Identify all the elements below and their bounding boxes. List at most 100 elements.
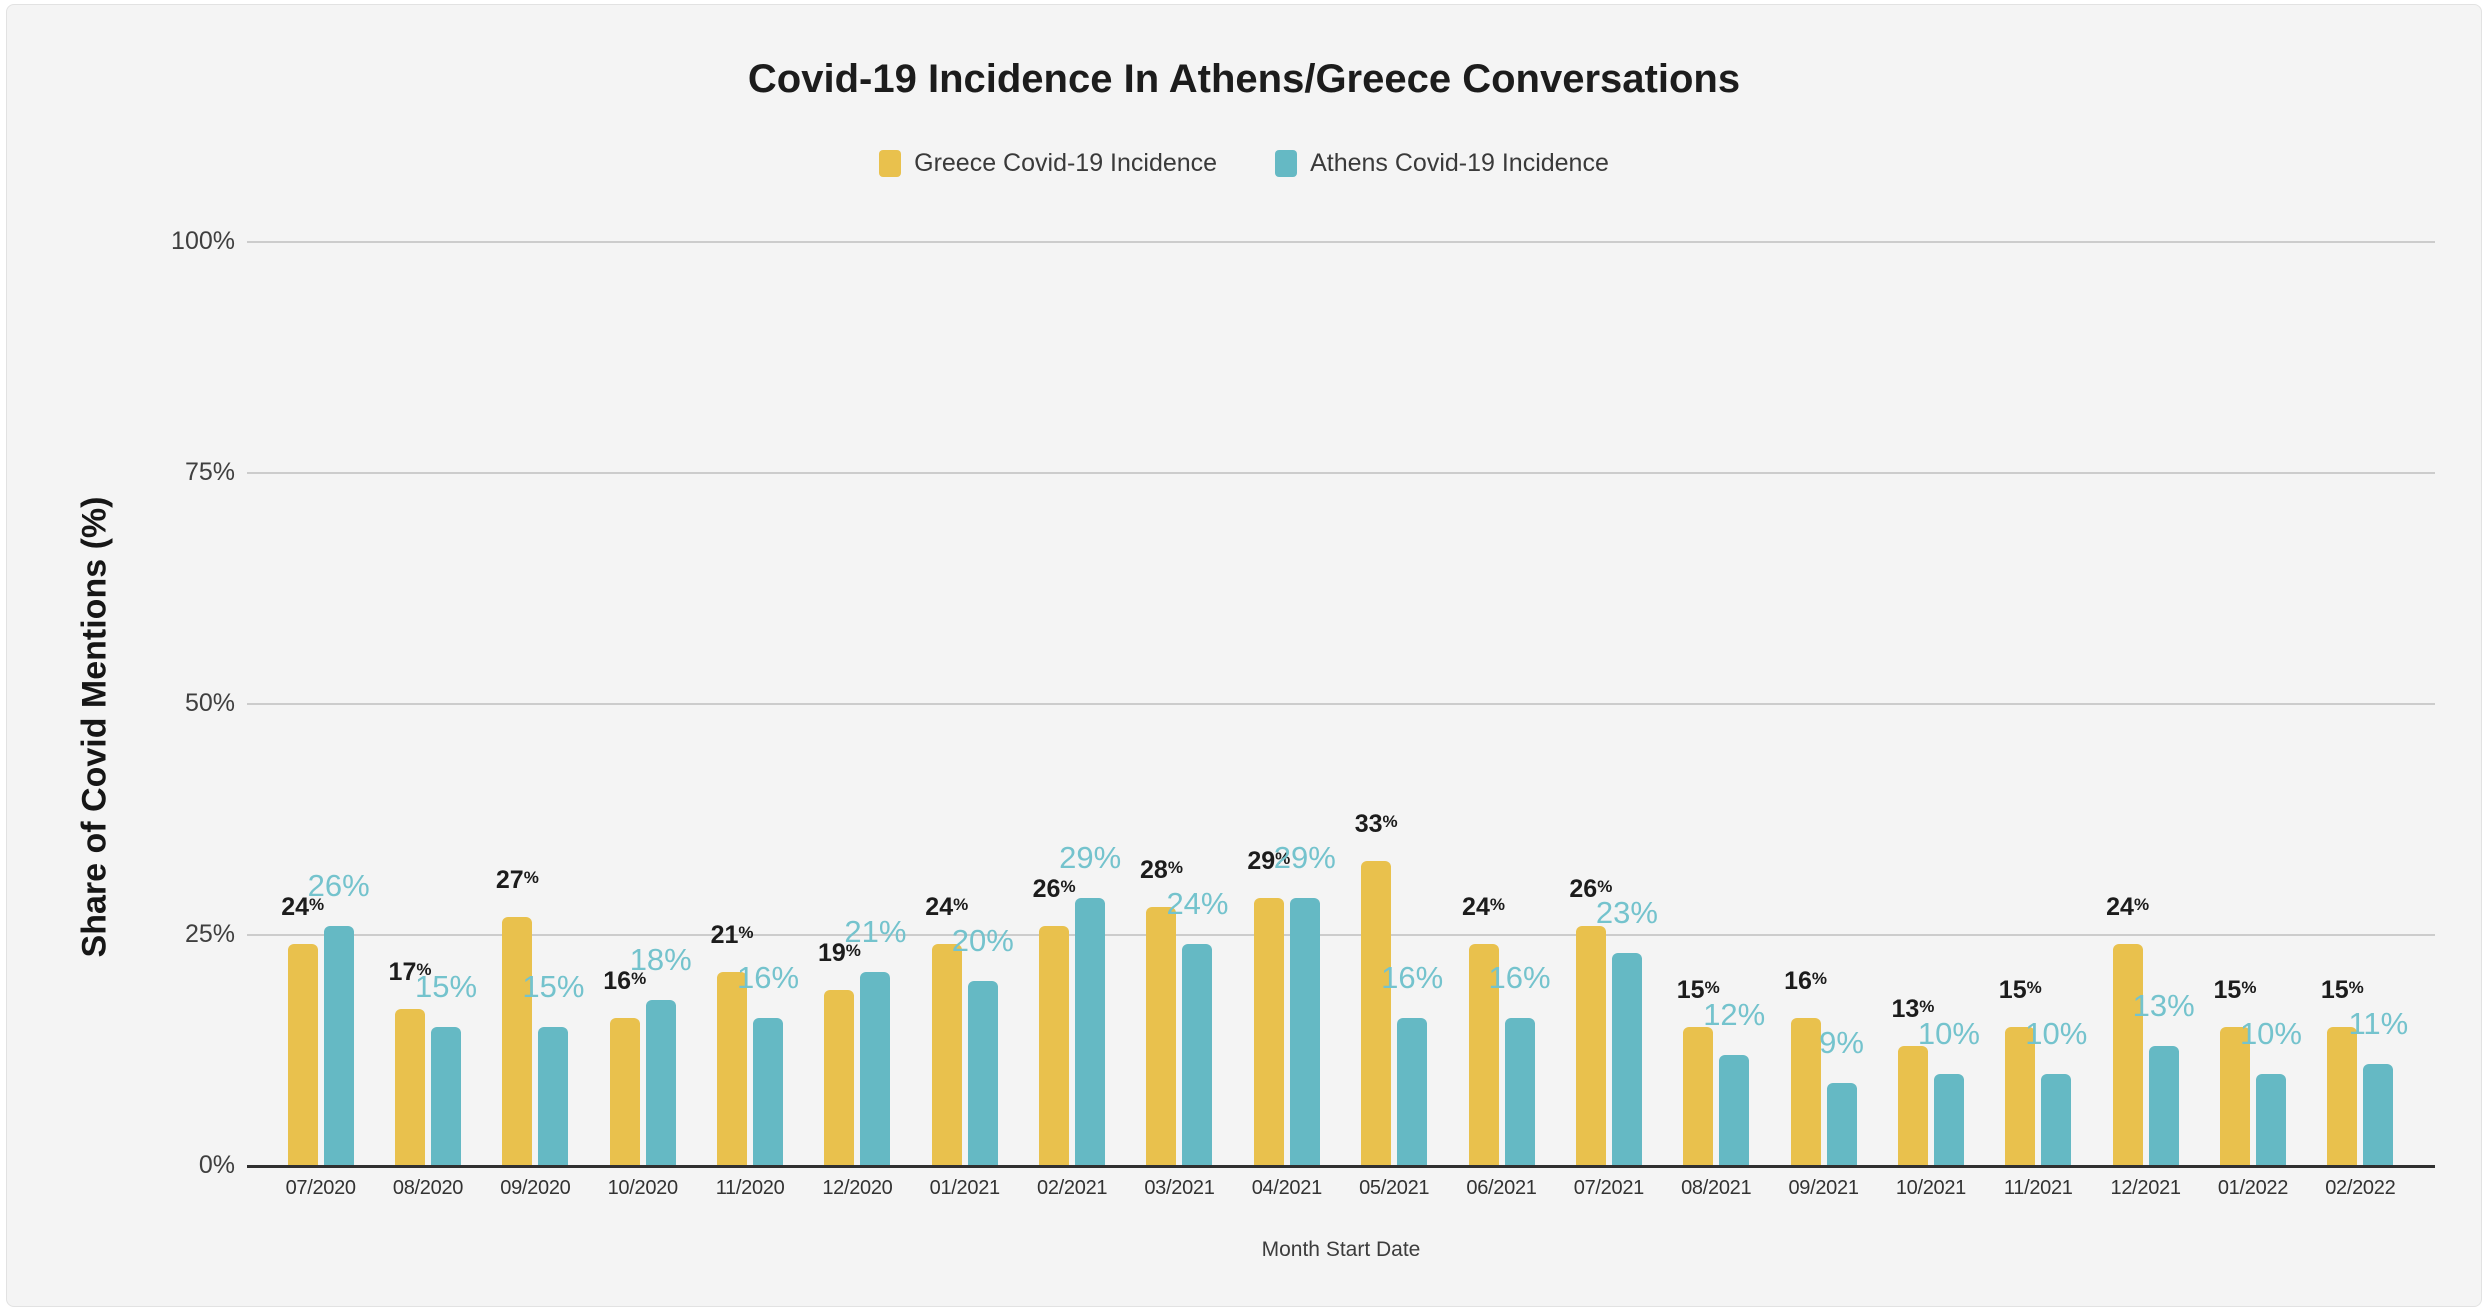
athens-bar[interactable] [1826, 1082, 1857, 1166]
greece-bar[interactable] [1361, 861, 1392, 1166]
athens-bar[interactable] [860, 971, 891, 1166]
athens-bar[interactable] [1182, 944, 1213, 1166]
athens-bar[interactable] [1719, 1055, 1750, 1166]
athens-bar-value-label: 15% [522, 969, 585, 1005]
athens-bar-value-label: 9% [1819, 1024, 1864, 1060]
greece-bar-value-label: 19% [817, 939, 861, 968]
x-axis-tick-label: 02/2022 [2325, 1177, 2396, 1199]
greece-bar[interactable] [609, 1018, 640, 1166]
y-axis-tick-label: 0% [198, 1151, 235, 1179]
athens-bar-value-label: 13% [2132, 987, 2195, 1023]
greece-bar[interactable] [502, 916, 533, 1166]
x-axis-tick-label: 05/2021 [1359, 1177, 1430, 1199]
greece-bar-value-label: 28% [1140, 856, 1183, 885]
greece-bar-value-label: 15% [2320, 976, 2364, 1005]
athens-bar[interactable] [1289, 898, 1320, 1166]
greece-bar-value-label: 24% [925, 892, 969, 921]
greece-bar-value-label: 15% [1998, 976, 2042, 1005]
greece-bar[interactable] [1253, 898, 1284, 1166]
greece-bar-value-label: 24% [2106, 892, 2150, 921]
athens-bar-value-label: 26% [307, 867, 370, 903]
athens-bar-value-label: 12% [1703, 997, 1766, 1033]
legend-swatch-icon [1275, 150, 1298, 177]
greece-bar[interactable] [717, 971, 748, 1166]
gridline-75 [247, 472, 2435, 474]
athens-bar-value-label: 10% [2239, 1015, 2302, 1051]
athens-bar[interactable] [2255, 1073, 2286, 1166]
greece-bar[interactable] [1683, 1027, 1714, 1166]
x-axis-tick-label: 11/2020 [715, 1177, 785, 1199]
athens-bar[interactable] [1397, 1018, 1428, 1166]
athens-bar[interactable] [967, 981, 998, 1166]
athens-bar-value-label: 16% [737, 960, 800, 996]
athens-bar[interactable] [2041, 1073, 2072, 1166]
greece-bar-value-label: 33% [1354, 809, 1398, 838]
athens-bar[interactable] [645, 999, 676, 1166]
athens-bar[interactable] [323, 925, 354, 1166]
greece-bar[interactable] [287, 944, 318, 1166]
legend-item-label: Greece Covid-19 Incidence [914, 149, 1218, 177]
athens-bar[interactable] [2363, 1064, 2394, 1166]
greece-bar-value-label: 15% [1676, 976, 1720, 1005]
greece-bar-value-label: 29% [1247, 846, 1291, 875]
greece-bar[interactable] [2005, 1027, 2036, 1166]
legend-item-athens[interactable]: Athens Covid-19 Incidence [1275, 149, 1609, 178]
athens-bar-value-label: 10% [1917, 1015, 1980, 1051]
athens-bar[interactable] [753, 1018, 784, 1166]
greece-bar[interactable] [1575, 925, 1606, 1166]
athens-bar[interactable] [1075, 898, 1106, 1166]
greece-bar[interactable] [395, 1008, 426, 1166]
x-axis-tick-label: 08/2021 [1681, 1177, 1752, 1199]
greece-bar-value-label: 24% [281, 892, 325, 921]
greece-bar[interactable] [824, 990, 855, 1166]
athens-bar[interactable] [1504, 1018, 1535, 1166]
athens-bar[interactable] [1933, 1073, 1964, 1166]
athens-bar[interactable] [538, 1027, 569, 1166]
greece-bar[interactable] [2219, 1027, 2250, 1166]
greece-bar-value-label: 17% [388, 957, 432, 986]
x-axis-tick-label: 10/2020 [607, 1177, 679, 1199]
athens-bar[interactable] [431, 1027, 462, 1166]
greece-bar[interactable] [1468, 944, 1499, 1166]
y-axis-tick-label: 50% [184, 689, 235, 717]
legend-item-label: Athens Covid-19 Incidence [1310, 149, 1609, 177]
x-axis-tick-label: 03/2021 [1144, 1177, 1215, 1199]
athens-bar-value-label: 20% [951, 923, 1014, 959]
athens-bar-value-label: 24% [1166, 886, 1229, 922]
x-axis-tick-label: 10/2021 [1895, 1177, 1967, 1199]
greece-bar-value-label: 13% [1891, 994, 1935, 1023]
greece-bar[interactable] [1790, 1018, 1821, 1166]
greece-bar-value-label: 21% [710, 920, 754, 949]
y-axis-tick-label: 25% [184, 920, 235, 948]
athens-bar[interactable] [2148, 1045, 2179, 1166]
athens-bar-value-label: 21% [844, 913, 907, 949]
greece-bar-value-label: 27% [495, 865, 539, 894]
gridline-100 [247, 241, 2435, 243]
greece-bar[interactable] [931, 944, 962, 1166]
greece-bar[interactable] [2112, 944, 2143, 1166]
greece-bar[interactable] [1897, 1045, 1928, 1166]
x-axis-tick-label: 06/2021 [1466, 1177, 1537, 1199]
athens-bar-value-label: 10% [2025, 1015, 2088, 1051]
greece-bar[interactable] [1146, 907, 1177, 1166]
greece-bar[interactable] [2327, 1027, 2358, 1166]
legend-item-greece[interactable]: Greece Covid-19 Incidence [879, 149, 1217, 178]
x-axis-tick-label: 12/2021 [2110, 1177, 2182, 1199]
athens-bar[interactable] [1611, 953, 1642, 1166]
athens-bar-value-label: 16% [1381, 960, 1444, 996]
x-axis-tick-label: 02/2021 [1037, 1177, 1108, 1199]
greece-bar-value-label: 16% [603, 966, 647, 995]
chart-card: Covid-19 Incidence In Athens/Greece Conv… [6, 4, 2482, 1307]
athens-bar-value-label: 11% [2348, 1006, 2409, 1042]
y-axis-title: Share of Covid Mentions (%) [75, 496, 114, 958]
x-axis-tick-label: 07/2021 [1573, 1177, 1645, 1199]
athens-bar-value-label: 16% [1488, 960, 1551, 996]
x-axis-tick-label: 04/2021 [1251, 1177, 1323, 1199]
y-axis-tick-label: 100% [171, 227, 235, 255]
legend-swatch-icon [879, 150, 902, 177]
greece-bar[interactable] [1039, 925, 1070, 1166]
x-axis-tick-label: 01/2022 [2217, 1177, 2289, 1199]
athens-bar-value-label: 23% [1595, 895, 1658, 931]
greece-bar-value-label: 26% [1032, 874, 1076, 903]
x-axis-tick-label: 01/2021 [929, 1177, 1001, 1199]
